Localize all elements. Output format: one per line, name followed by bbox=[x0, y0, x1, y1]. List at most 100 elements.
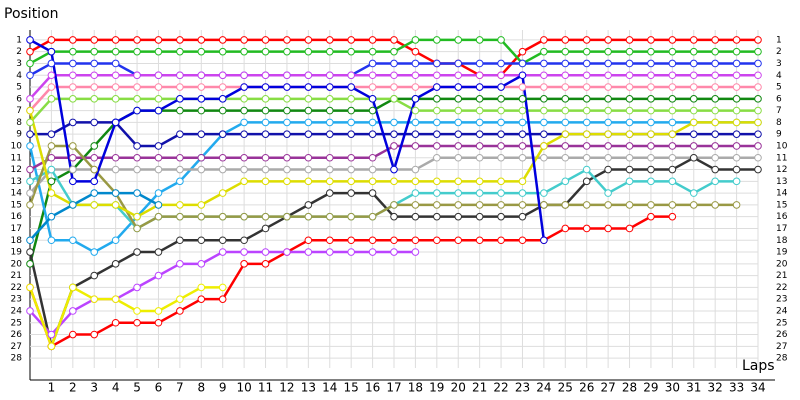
lap-point bbox=[497, 189, 505, 197]
lap-point bbox=[732, 130, 741, 138]
lap-point bbox=[411, 165, 420, 174]
lap-point bbox=[90, 142, 99, 150]
lap-point bbox=[133, 224, 141, 233]
lap-point bbox=[754, 71, 762, 80]
lap-point bbox=[540, 153, 548, 162]
lap-point bbox=[69, 307, 77, 315]
lap-point bbox=[154, 165, 163, 174]
lap-point bbox=[69, 177, 77, 186]
lap-point bbox=[689, 130, 698, 138]
lap-point bbox=[69, 83, 77, 91]
lap-point bbox=[133, 106, 141, 115]
lap-point bbox=[454, 106, 463, 115]
lap-point bbox=[540, 106, 548, 115]
lap-point bbox=[111, 201, 120, 209]
lap-point bbox=[347, 248, 355, 256]
lap-point bbox=[732, 59, 741, 68]
lap-point bbox=[454, 177, 463, 186]
lap-point bbox=[411, 212, 420, 221]
lap-point bbox=[90, 118, 99, 127]
lap-point bbox=[283, 248, 291, 256]
lap-point bbox=[325, 95, 334, 103]
lap-point bbox=[604, 189, 612, 197]
y-tick-label-right: 28 bbox=[776, 354, 788, 364]
lap-point bbox=[304, 177, 313, 186]
lap-point bbox=[176, 295, 184, 303]
lap-point bbox=[154, 71, 163, 80]
lap-point bbox=[411, 95, 420, 103]
x-tick-label: 6 bbox=[155, 381, 163, 395]
lap-point bbox=[604, 59, 612, 68]
lap-point bbox=[454, 83, 463, 91]
lap-point bbox=[47, 177, 56, 186]
lap-point bbox=[283, 153, 291, 162]
lap-point bbox=[754, 153, 762, 162]
lap-point bbox=[689, 36, 698, 44]
lap-point bbox=[582, 47, 591, 56]
lap-point bbox=[197, 236, 206, 245]
lap-point bbox=[668, 83, 677, 91]
lap-point bbox=[668, 177, 677, 186]
lap-point bbox=[26, 36, 34, 44]
lap-point bbox=[411, 201, 420, 209]
lap-point bbox=[411, 118, 420, 127]
lap-point bbox=[347, 130, 355, 138]
lap-point bbox=[90, 153, 99, 162]
lap-point bbox=[368, 71, 377, 80]
lap-point bbox=[668, 201, 677, 209]
lap-point bbox=[283, 118, 291, 127]
lap-point bbox=[176, 47, 184, 56]
lap-point bbox=[411, 177, 420, 186]
y-tick-label: 21 bbox=[11, 271, 22, 281]
lap-point bbox=[26, 71, 34, 80]
lap-point bbox=[240, 95, 248, 103]
lap-point bbox=[176, 165, 184, 174]
lap-point bbox=[218, 165, 227, 174]
lap-point bbox=[604, 36, 612, 44]
lap-point bbox=[133, 47, 141, 56]
lap-point bbox=[497, 83, 505, 91]
lap-point bbox=[582, 36, 591, 44]
lap-point bbox=[604, 224, 612, 233]
lap-point bbox=[711, 95, 719, 103]
lap-point bbox=[261, 212, 270, 221]
lap-point bbox=[218, 153, 227, 162]
lap-point bbox=[90, 189, 99, 197]
x-tick-label: 9 bbox=[219, 381, 227, 395]
x-tick-label: 17 bbox=[386, 381, 401, 395]
y-tick-label: 12 bbox=[11, 165, 22, 175]
lap-point bbox=[261, 177, 270, 186]
lap-point bbox=[475, 118, 484, 127]
y-tick-label-right: 18 bbox=[776, 236, 788, 246]
lap-point bbox=[176, 201, 184, 209]
lap-point bbox=[582, 95, 591, 103]
lap-point bbox=[133, 283, 141, 292]
lap-point bbox=[647, 201, 655, 209]
lap-point bbox=[347, 95, 355, 103]
lap-point bbox=[732, 118, 741, 127]
lap-point bbox=[304, 153, 313, 162]
series-line bbox=[28, 144, 737, 231]
lap-point bbox=[154, 47, 163, 56]
lap-point bbox=[197, 283, 206, 292]
lap-point bbox=[475, 95, 484, 103]
lap-point bbox=[475, 130, 484, 138]
lap-point bbox=[47, 130, 56, 138]
lap-point bbox=[69, 36, 77, 44]
lap-point bbox=[582, 177, 591, 186]
lap-point bbox=[90, 59, 99, 68]
lap-point bbox=[368, 83, 377, 91]
lap-point bbox=[304, 130, 313, 138]
lap-point bbox=[433, 236, 441, 245]
lap-point bbox=[668, 36, 677, 44]
lap-point bbox=[518, 106, 527, 115]
lap-point bbox=[197, 47, 206, 56]
lap-point bbox=[111, 153, 120, 162]
lap-point bbox=[390, 248, 398, 256]
lap-point bbox=[347, 118, 355, 127]
lap-point bbox=[240, 47, 248, 56]
lap-point bbox=[754, 118, 762, 127]
lap-point bbox=[154, 95, 163, 103]
lap-point bbox=[497, 236, 505, 245]
